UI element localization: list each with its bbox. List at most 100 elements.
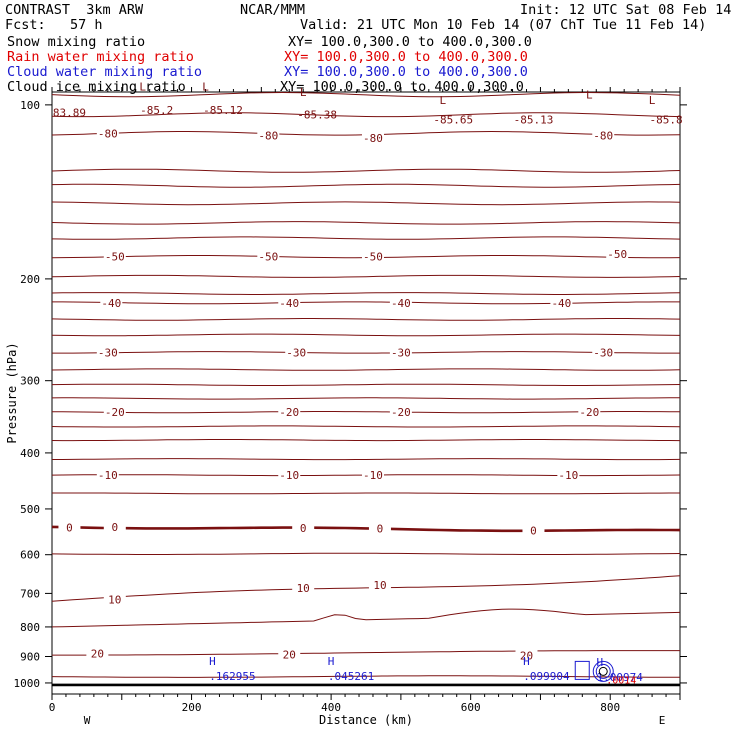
isotherm-label: -10 <box>363 469 383 482</box>
center-name: NCAR/MMM <box>240 2 306 18</box>
isotherm-label-bg <box>389 406 412 419</box>
isotherm-label-bg <box>389 296 412 309</box>
isotherm-label-bg <box>522 524 545 537</box>
isotherm-line <box>51 608 681 628</box>
isotherm-label: 10 <box>297 582 310 595</box>
y-axis-title: Pressure (hPa) <box>5 342 19 443</box>
isotherm-label-bg <box>292 581 315 594</box>
isotherm-label: -80 <box>258 130 278 143</box>
y-tick-label: 1000 <box>14 677 41 690</box>
isotherm-label-bg <box>278 296 301 309</box>
isotherm-label: 0 <box>530 525 537 538</box>
isotherm-label: 10 <box>108 593 121 606</box>
isotherm-line <box>51 91 681 98</box>
isotherm-label-bg <box>578 406 601 419</box>
field-label-rain: Rain water mixing ratio <box>7 49 194 65</box>
field-label-snow: Snow mixing ratio <box>7 34 146 50</box>
isotherm-label: -30 <box>391 346 411 359</box>
isotherm-label-bg <box>257 250 280 263</box>
isotherm-label-bg <box>557 469 580 482</box>
isotherm-line <box>52 351 680 354</box>
y-tick-label: 100 <box>20 99 40 112</box>
isotherm-label-bg <box>96 346 119 359</box>
x-end-label-left: W <box>84 714 91 727</box>
isotherm-label: 20 <box>91 648 104 661</box>
low-marker: L <box>586 89 593 102</box>
y-tick-label: 300 <box>20 375 40 388</box>
isotherm-label: 20 <box>283 649 296 662</box>
isotherm-label: -80 <box>593 130 613 143</box>
x-tick-label: 200 <box>182 701 202 714</box>
isotherm-label-bg <box>606 247 629 260</box>
isotherm-label: -50 <box>363 251 383 264</box>
isotherm-line <box>51 221 681 225</box>
y-tick-label: 400 <box>20 447 40 460</box>
isotherm-label-bg <box>368 522 391 535</box>
isotherm-line <box>51 439 681 442</box>
x-tick-label: 400 <box>321 701 341 714</box>
low-marker: L <box>439 94 446 107</box>
freezing-level-line <box>51 525 681 533</box>
isotherm-line <box>51 425 681 428</box>
y-tick-label: 800 <box>20 621 40 634</box>
plot-frame <box>51 91 681 695</box>
isotherm-label: 0 <box>300 522 307 535</box>
cloud-high-value: .045261 <box>328 670 374 683</box>
isotherm-line <box>51 397 680 400</box>
isotherm-label: -10 <box>279 469 299 482</box>
field-label-cloud-water: Cloud water mixing ratio <box>7 64 203 80</box>
y-tick-label: 500 <box>20 503 40 516</box>
y-tick-label: 900 <box>20 650 40 663</box>
minimum-value-label: -85.8 <box>649 114 682 127</box>
init-time: Init: 12 UTC Sat 08 Feb 14 <box>520 2 732 18</box>
isotherm-line <box>52 492 680 495</box>
isotherm-label-bg <box>278 406 301 419</box>
low-marker: L <box>202 80 209 93</box>
isotherm-label: 0 <box>66 521 73 534</box>
minimum-value-label: -85.12 <box>203 104 243 117</box>
isotherm-line <box>51 292 681 295</box>
isotherm-label: 0 <box>111 521 118 534</box>
isotherm-label-bg <box>285 346 308 359</box>
minimum-value-label: -85.2 <box>140 104 173 117</box>
isotherm-label: -20 <box>279 406 299 419</box>
cloud-high-value: .099904 <box>523 670 570 683</box>
isotherm-line <box>51 575 681 602</box>
isotherm-label: -30 <box>286 346 306 359</box>
minimum-value-label: -85.38 <box>297 109 337 122</box>
field-xy-snow: XY= 100.0,300.0 to 400.0,300.0 <box>288 34 532 50</box>
isotherm-line <box>51 383 681 386</box>
isotherm-label: -10 <box>558 469 578 482</box>
isotherm-label: 20 <box>520 649 533 662</box>
isotherm-line <box>51 274 681 278</box>
isotherm-line <box>51 368 681 371</box>
isotherm-label-bg <box>361 250 384 263</box>
isotherm-label-bg <box>292 521 315 534</box>
y-tick-label: 200 <box>20 273 40 286</box>
isotherm-line <box>51 318 681 321</box>
isotherm-label-bg <box>592 129 615 142</box>
y-tick-label: 600 <box>20 549 40 562</box>
isotherm-label-bg <box>103 520 126 533</box>
isotherm-label-bg <box>103 250 126 263</box>
isotherm-line <box>51 552 681 555</box>
x-end-label-right: E <box>659 714 666 727</box>
isotherm-line <box>51 183 681 188</box>
isotherm-label: -50 <box>607 248 627 261</box>
x-tick-label: 0 <box>49 701 56 714</box>
isotherm-label: -20 <box>391 406 411 419</box>
isotherm-line <box>52 301 680 305</box>
field-xy-cloud-water: XY= 100.0,300.0 to 400.0,300.0 <box>284 64 528 80</box>
isotherm-label-bg <box>86 647 109 660</box>
model-title: CONTRAST 3km ARW <box>5 2 144 18</box>
isotherm-label-bg <box>278 469 301 482</box>
isotherm-label: -30 <box>593 346 613 359</box>
isotherm-label-bg <box>96 127 119 140</box>
valid-time: Valid: 21 UTC Mon 10 Feb 14 (07 ChT Tue … <box>300 17 707 33</box>
isotherm-label-bg <box>515 649 538 662</box>
isotherm-label: 10 <box>373 579 386 592</box>
isotherm-label-bg <box>96 469 119 482</box>
x-tick-label: 800 <box>600 701 620 714</box>
isotherm-label-bg <box>103 593 126 606</box>
isotherm-label-bg <box>389 346 412 359</box>
